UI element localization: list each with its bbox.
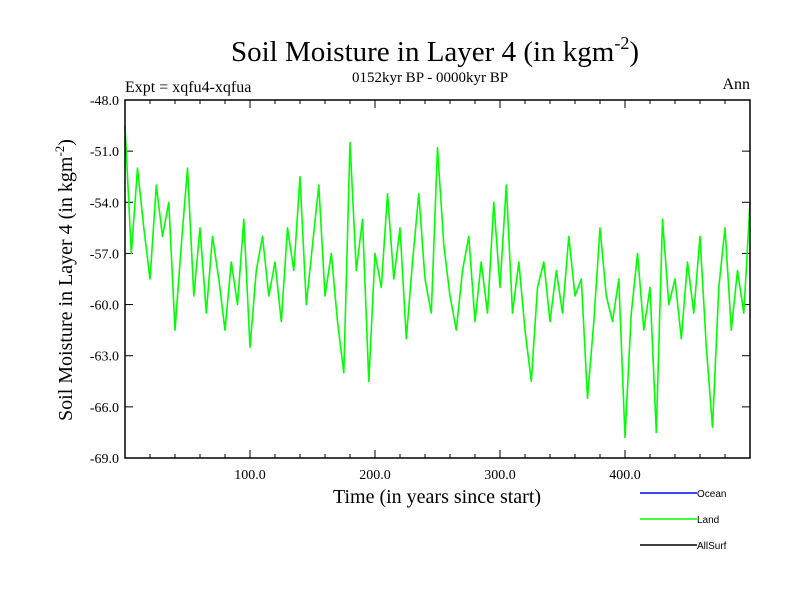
x-axis-label: Time (in years since start)	[333, 486, 541, 508]
chart-subtitle: 0152kyr BP - 0000kyr BP	[352, 70, 508, 86]
y-axis-label-superscript: -2	[52, 146, 67, 157]
x-tick-label: 300.0	[484, 468, 516, 483]
y-tick-label: -69.0	[90, 452, 119, 467]
season-label: Ann	[722, 76, 750, 93]
legend-allsurf-label: AllSurf	[697, 541, 727, 552]
x-tick-label: 400.0	[609, 468, 641, 483]
experiment-label: Expt = xqfu4-xqfua	[125, 79, 251, 96]
y-tick-label: -54.0	[90, 196, 119, 211]
y-tick-label: -60.0	[90, 299, 119, 314]
legend-ocean-label: Ocean	[697, 489, 726, 500]
x-tick-label: 200.0	[359, 468, 391, 483]
legend: Ocean Land AllSurf	[640, 489, 727, 552]
y-axis-label: Soil Moisture in Layer 4 (in kgm-2)	[52, 139, 77, 421]
y-tick-label: -51.0	[90, 145, 119, 160]
x-tick-label: 100.0	[234, 468, 266, 483]
series-group	[124, 125, 751, 439]
y-tick-label: -66.0	[90, 401, 119, 416]
axis-ticks: -48.0 -51.0 -54.0 -57.0 -60.0 -63.0 -66.0 -69.0…	[90, 94, 750, 483]
series-line-land	[124, 125, 751, 439]
chart-title-close: )	[629, 36, 639, 68]
chart-title-superscript: -2	[614, 33, 629, 53]
y-tick-label: -48.0	[90, 94, 119, 109]
y-axis-label-close: )	[55, 139, 77, 146]
legend-land-label: Land	[697, 515, 719, 526]
chart-title: Soil Moisture in Layer 4 (in kgm-2)	[231, 33, 639, 68]
plot-frame	[124, 99, 751, 459]
y-tick-label: -57.0	[90, 247, 119, 262]
y-tick-label: -63.0	[90, 350, 119, 365]
y-axis-label-main: Soil Moisture in Layer 4 (in kgm	[55, 156, 77, 421]
chart-title-main: Soil Moisture in Layer 4 (in kgm	[231, 36, 615, 68]
